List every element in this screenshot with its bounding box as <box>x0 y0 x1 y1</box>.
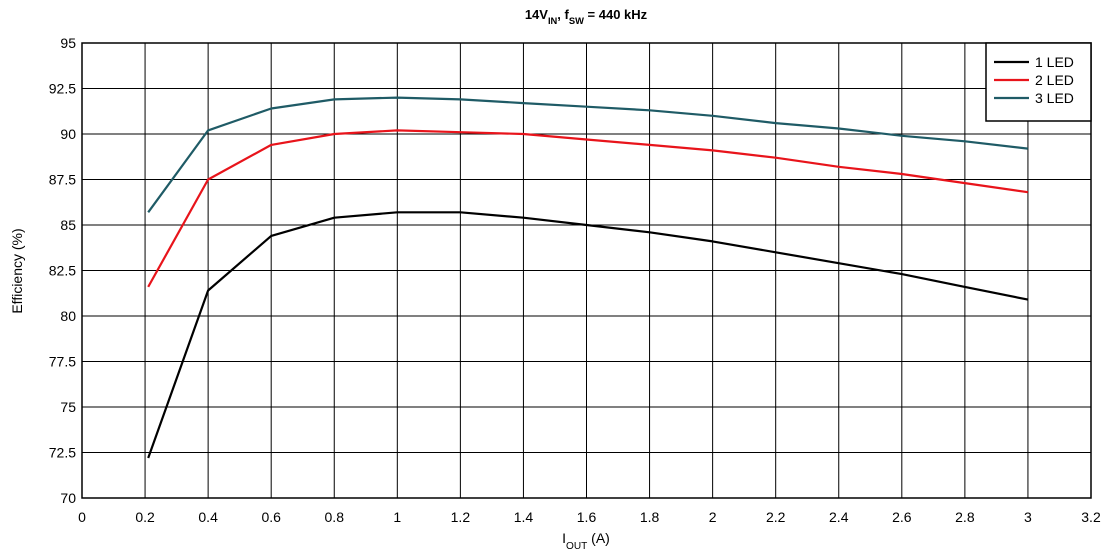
x-tick-label: 3 <box>1024 509 1032 525</box>
x-tick-label: 1.6 <box>577 509 597 525</box>
y-axis-label: Efficiency (%) <box>9 228 25 313</box>
y-tick-label: 72.5 <box>49 445 76 461</box>
x-tick-label: 1.4 <box>514 509 534 525</box>
x-axis-label: IOUT (A) <box>562 530 610 550</box>
series-line-2 <box>147 129 1029 288</box>
y-tick-label: 92.5 <box>49 81 76 97</box>
legend: 1 LED 2 LED 3 LED <box>985 42 1092 122</box>
y-tick-label: 95 <box>60 35 76 51</box>
y-tick-labels: 70 72.5 75 77.5 80 82.5 85 87.5 90 92.5 95 <box>49 35 76 506</box>
plot-frame <box>81 42 1092 499</box>
x-tick-label: 3.2 <box>1081 509 1101 525</box>
x-tick-label: 2 <box>709 509 717 525</box>
legend-label: 2 LED <box>1035 72 1074 88</box>
chart-title: 14VIN, fSW = 440 kHz <box>525 7 648 26</box>
legend-label: 1 LED <box>1035 54 1074 70</box>
x-tick-label: 2.2 <box>766 509 786 525</box>
x-tick-label: 0 <box>78 509 86 525</box>
subscript-text: SW <box>569 16 584 26</box>
x-tick-label: 1 <box>393 509 401 525</box>
text-part: (A) <box>587 530 610 546</box>
x-tick-label: 2.6 <box>892 509 912 525</box>
x-tick-label: 0.4 <box>198 509 218 525</box>
x-tick-label: 1.2 <box>451 509 471 525</box>
grid <box>82 43 1091 498</box>
text-part: I <box>562 530 566 546</box>
x-tick-label: 0.8 <box>325 509 345 525</box>
y-tick-label: 82.5 <box>49 263 76 279</box>
x-tick-label: 0.6 <box>261 509 281 525</box>
y-tick-label: 75 <box>60 399 76 415</box>
x-tick-label: 0.2 <box>135 509 155 525</box>
text-part: , f <box>557 7 569 22</box>
text-part: = 440 kHz <box>584 7 648 22</box>
legend-box <box>985 42 1092 122</box>
y-tick-label: 90 <box>60 126 76 142</box>
y-tick-label: 85 <box>60 217 76 233</box>
y-tick-label: 87.5 <box>49 172 76 188</box>
y-tick-label: 70 <box>60 490 76 506</box>
y-tick-label: 80 <box>60 308 76 324</box>
x-tick-labels: 0 0.2 0.4 0.6 0.8 1 1.2 1.4 1.6 1.8 2 2.2 2.4 2.6 2.8 3… <box>78 509 1101 525</box>
series-lines <box>147 96 1029 459</box>
x-tick-label: 2.8 <box>955 509 975 525</box>
x-tick-label: 1.8 <box>640 509 660 525</box>
subscript-text: OUT <box>566 541 587 550</box>
y-tick-label: 77.5 <box>49 354 76 370</box>
legend-label: 3 LED <box>1035 90 1074 106</box>
series-line-3 <box>147 96 1029 213</box>
series-line-1 <box>147 211 1029 459</box>
x-tick-label: 2.4 <box>829 509 849 525</box>
text-part: 14V <box>525 7 548 22</box>
subscript-text: IN <box>548 16 558 26</box>
